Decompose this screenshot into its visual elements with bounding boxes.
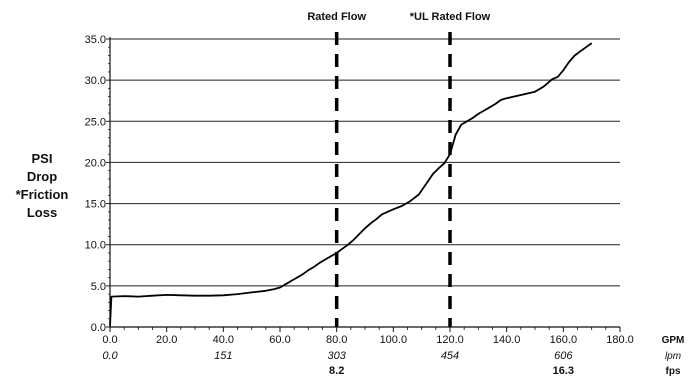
x-tick-label-gpm-0: 0.0 [102,334,117,346]
y-tick-label-5: 25.0 [85,116,106,128]
y-axis-label-line-3: *Friction [16,187,69,202]
rated-flow-label-0: Rated Flow [307,11,366,23]
x-tick-label-gpm-2: 40.0 [213,334,234,346]
y-axis-label-line-4: Loss [27,205,57,220]
x-tick-label-gpm-9: 180.0 [606,334,634,346]
unit-label-fps: fps [666,366,681,377]
x-tick-label-gpm-4: 80.0 [326,334,347,346]
x-tick-label-gpm-8: 160.0 [550,334,578,346]
y-tick-label-6: 30.0 [85,75,106,87]
axes [106,37,621,332]
rated-flow-label-1: *UL Rated Flow [410,11,491,23]
x-tick-label-lpm-0: 0.0 [102,350,118,362]
y-tick-label-7: 35.0 [85,34,106,46]
x-tick-label-gpm-1: 20.0 [156,334,177,346]
y-tick-label-0: 0.0 [91,322,106,334]
x-tick-label-lpm-2: 303 [327,350,346,362]
y-axis-label-line-2: Drop [27,169,57,184]
y-axis-label-line-1: PSI [32,151,53,166]
y-tick-label-1: 5.0 [91,281,106,293]
gridlines [110,38,620,287]
x-tick-label-gpm-3: 60.0 [269,334,290,346]
x-tick-label-fps-1: 16.3 [553,365,574,377]
series-group [109,42,593,327]
x-tick-label-gpm-6: 120.0 [436,334,464,346]
unit-label-gpm: GPM [662,335,685,346]
y-tick-labels: 0.0 5.0 10.0 15.0 20.0 25.0 30.0 35.0 [85,34,106,334]
x-tick-label-lpm-3: 454 [441,350,459,362]
x-tick-labels: 0.0 20.0 40.0 60.0 80.0 100.0 120.0 140.0 160.0 1… [102,334,633,377]
x-tick-label-fps-0: 8.2 [329,365,344,377]
y-tick-label-4: 20.0 [85,157,106,169]
rated-flow-markers: Rated Flow *UL Rated Flow [307,11,491,327]
x-tick-label-lpm-1: 151 [214,350,232,362]
unit-label-lpm: lpm [665,351,681,362]
y-tick-label-2: 10.0 [85,240,106,252]
x-tick-label-gpm-7: 140.0 [493,334,521,346]
series-line-0 [109,42,593,327]
y-tick-label-3: 15.0 [85,199,106,211]
x-tick-label-gpm-5: 100.0 [380,334,408,346]
x-tick-label-lpm-4: 606 [554,350,573,362]
